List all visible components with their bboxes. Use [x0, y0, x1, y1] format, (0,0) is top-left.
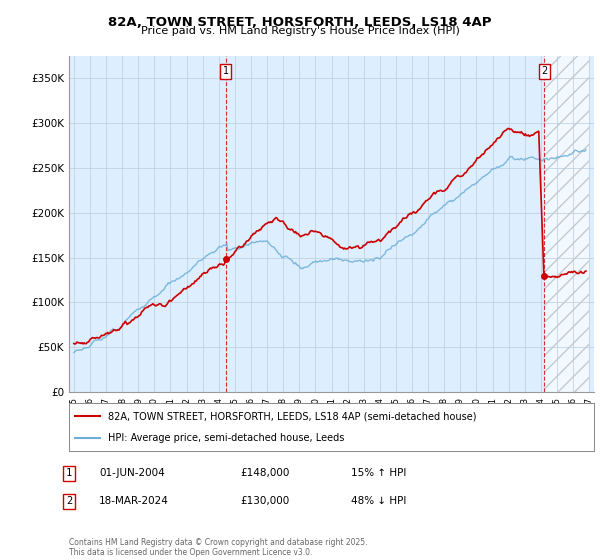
Text: 82A, TOWN STREET, HORSFORTH, LEEDS, LS18 4AP (semi-detached house): 82A, TOWN STREET, HORSFORTH, LEEDS, LS18…	[109, 411, 477, 421]
Text: HPI: Average price, semi-detached house, Leeds: HPI: Average price, semi-detached house,…	[109, 433, 345, 443]
Text: 2: 2	[541, 66, 547, 76]
Text: 2: 2	[66, 496, 72, 506]
Text: 1: 1	[223, 66, 229, 76]
Text: £148,000: £148,000	[240, 468, 289, 478]
Bar	[544, 56, 589, 392]
Text: 18-MAR-2024: 18-MAR-2024	[99, 496, 169, 506]
Text: 01-JUN-2004: 01-JUN-2004	[99, 468, 165, 478]
Text: 15% ↑ HPI: 15% ↑ HPI	[351, 468, 406, 478]
Text: 48% ↓ HPI: 48% ↓ HPI	[351, 496, 406, 506]
Text: Contains HM Land Registry data © Crown copyright and database right 2025.
This d: Contains HM Land Registry data © Crown c…	[69, 538, 367, 557]
Bar	[544, 56, 589, 392]
Text: £130,000: £130,000	[240, 496, 289, 506]
Text: 1: 1	[66, 468, 72, 478]
Text: 82A, TOWN STREET, HORSFORTH, LEEDS, LS18 4AP: 82A, TOWN STREET, HORSFORTH, LEEDS, LS18…	[108, 16, 492, 29]
Text: Price paid vs. HM Land Registry's House Price Index (HPI): Price paid vs. HM Land Registry's House …	[140, 26, 460, 36]
